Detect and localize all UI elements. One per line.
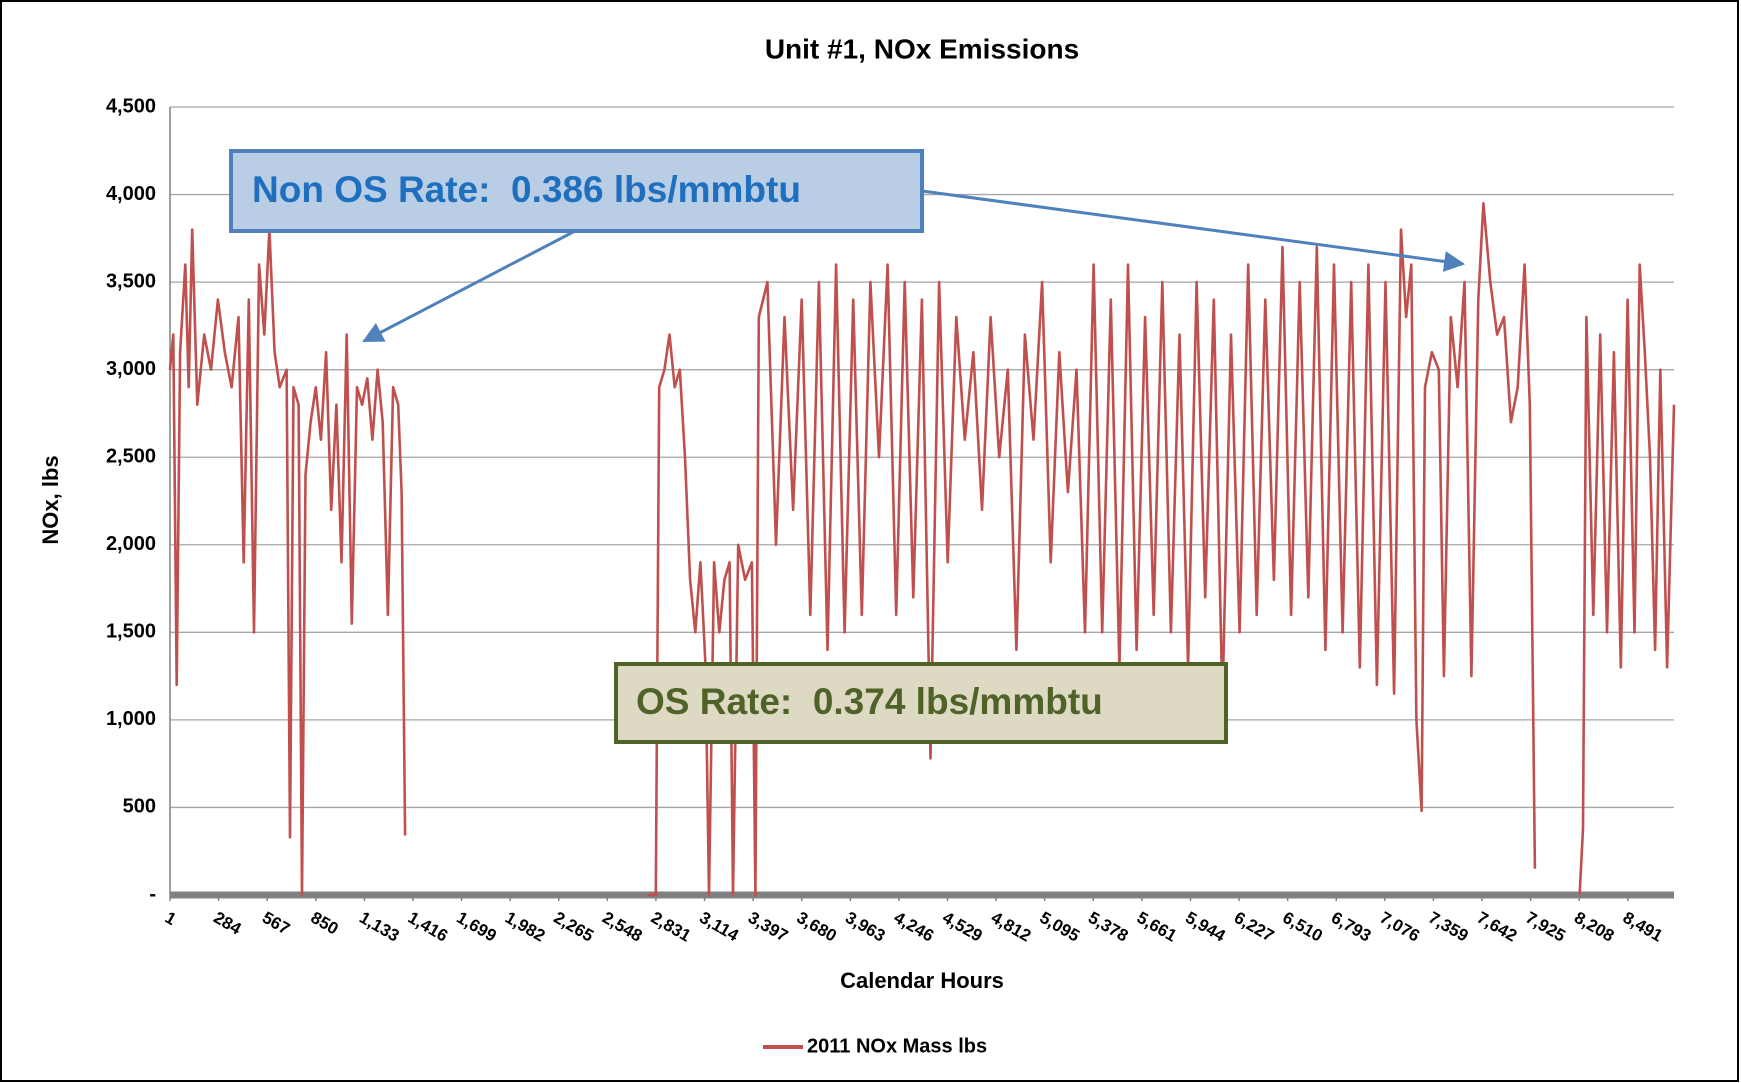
annotation: OS Rate: 0.374 lbs/mmbtu [636, 681, 1103, 722]
y-tick-label: 500 [123, 796, 156, 818]
annotation: Non OS Rate: 0.386 lbs/mmbtu [252, 169, 801, 210]
y-tick-label: 2,500 [106, 446, 156, 468]
annotation-box [229, 149, 924, 233]
y-tick-label: 1,000 [106, 708, 156, 730]
legend-label: 2011 NOx Mass lbs [807, 1035, 987, 1057]
arrow [921, 189, 1466, 272]
y-tick-label: 1,500 [106, 621, 156, 643]
chart-title: Unit #1, NOx Emissions [765, 33, 1079, 64]
y-tick-label: 4,000 [106, 183, 156, 205]
data-line [168, 202, 1676, 897]
y-tick-label: 2,000 [106, 533, 156, 555]
y-tick-label: 3,000 [106, 358, 156, 380]
y-tick-label: 4,500 [106, 95, 156, 117]
annotation-box [614, 662, 1228, 744]
x-axis-label: Calendar Hours [840, 968, 1004, 993]
arrow [362, 228, 578, 343]
y-tick-label: - [149, 883, 156, 905]
y-tick-label: 3,500 [106, 270, 156, 292]
y-axis-label: NOx, lbs [38, 455, 63, 544]
